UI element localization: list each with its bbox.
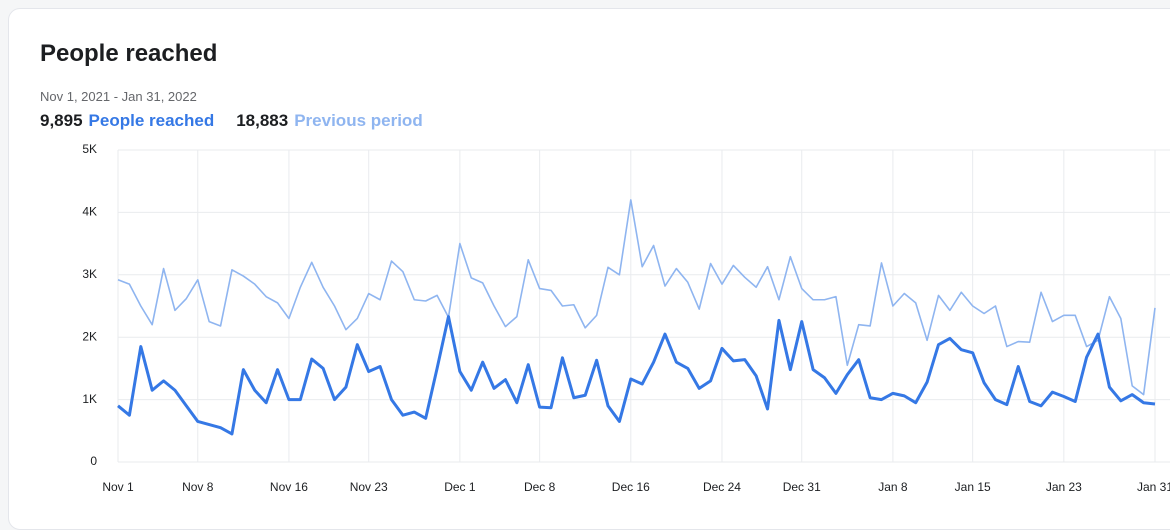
x-tick-label: Nov 1 <box>102 480 134 494</box>
card <box>8 8 1170 530</box>
legend-entry: Previous period <box>294 111 423 130</box>
totals: 9,895 People reached 18,883 Previous per… <box>40 111 429 131</box>
line-series <box>117 315 1156 436</box>
x-tick-label: Jan 31 <box>1137 480 1170 494</box>
y-tick-label: 2K <box>82 329 97 343</box>
x-tick-label: Jan 8 <box>878 480 908 494</box>
x-tick-label: Dec 1 <box>444 480 476 494</box>
y-tick-label: 5K <box>82 142 97 156</box>
legend-entry: People reached <box>88 111 215 130</box>
y-tick-label: 3K <box>82 267 97 281</box>
x-tick-label: Dec 24 <box>703 480 741 494</box>
y-tick-label: 4K <box>82 205 97 219</box>
x-tick-label: Dec 8 <box>524 480 556 494</box>
x-tick-label: Jan 23 <box>1046 480 1082 494</box>
x-tick-label: Dec 16 <box>612 480 650 494</box>
line-series <box>117 199 1156 396</box>
x-tick-label: Dec 31 <box>783 480 821 494</box>
x-tick-label: Jan 15 <box>955 480 991 494</box>
total-value: 9,895 <box>40 111 83 130</box>
y-tick-label: 1K <box>82 392 97 406</box>
subtitle: Nov 1, 2021 - Jan 31, 2022 <box>40 89 197 104</box>
chart: 0 1K 2K 3K 4K 5K Nov 1 Nov 8 Nov 16 Nov 23 Dec 1 De… <box>82 142 1170 494</box>
x-tick-label: Nov 23 <box>350 480 388 494</box>
chart-title: People reached <box>40 40 218 67</box>
total-value: 18,883 <box>236 111 289 130</box>
x-tick-label: Nov 16 <box>270 480 308 494</box>
y-tick-label: 0 <box>90 454 97 468</box>
x-tick-label: Nov 8 <box>182 480 214 494</box>
